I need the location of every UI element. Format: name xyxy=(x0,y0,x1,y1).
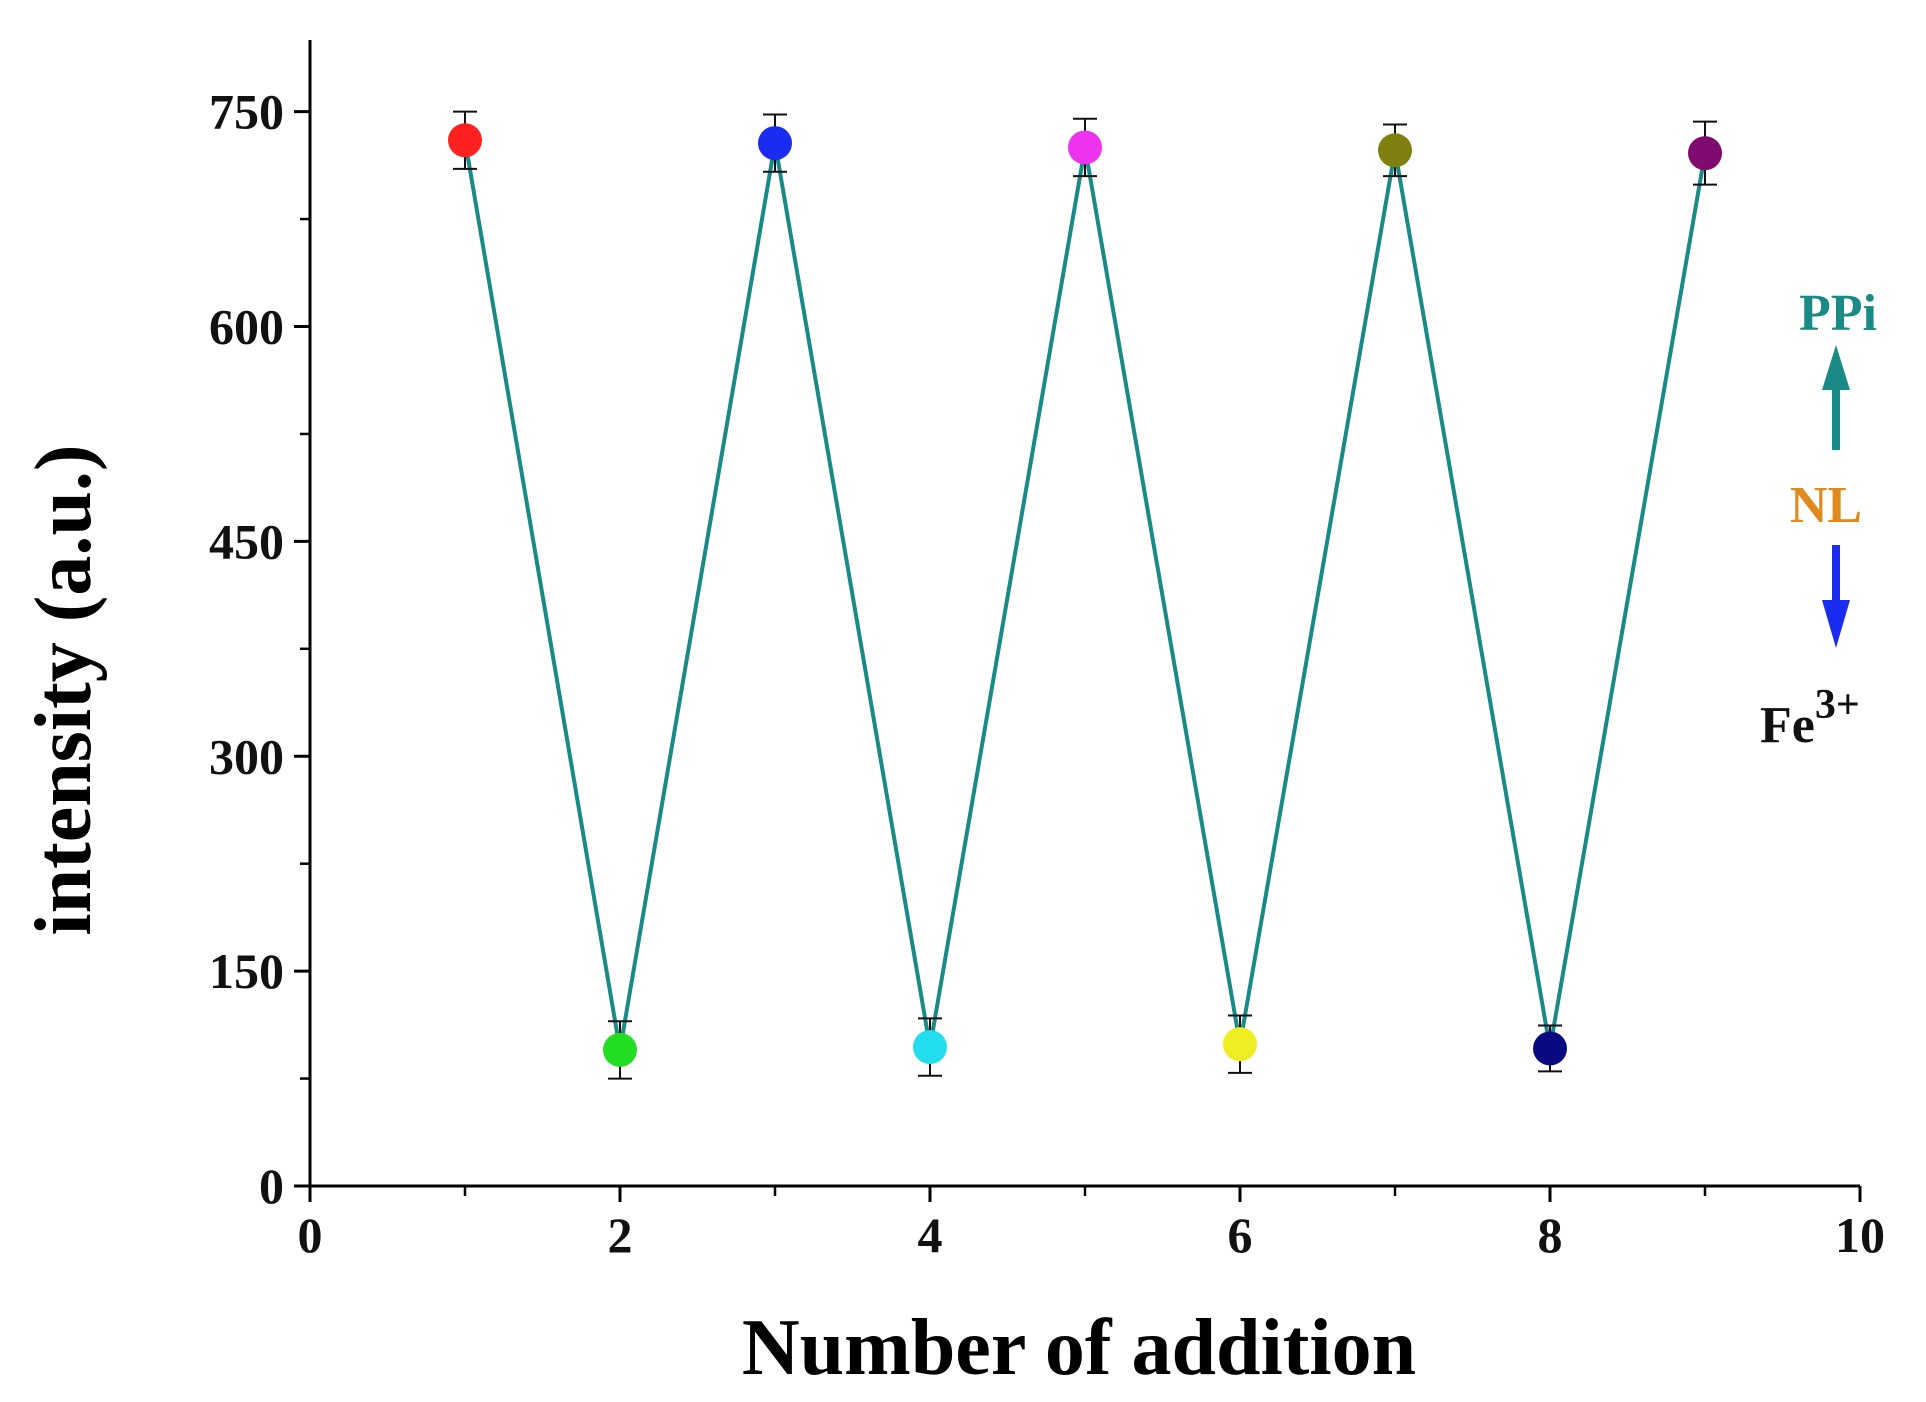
ticks xyxy=(294,110,1862,1202)
x-axis-title: Number of addition xyxy=(742,1304,1416,1392)
axes xyxy=(308,40,1860,1188)
series xyxy=(448,110,1722,1080)
x-tick-label: 10 xyxy=(1835,1207,1885,1263)
x-tick-label: 0 xyxy=(298,1207,323,1263)
y-tick-label: 750 xyxy=(209,84,284,140)
arrow-up-icon xyxy=(1822,345,1850,450)
tick-labels: 0 2 4 6 8 10 0 150 300 450 600 750 xyxy=(209,84,1885,1263)
data-point xyxy=(603,1032,637,1067)
x-tick-label: 4 xyxy=(918,1207,943,1263)
y-tick-label: 300 xyxy=(209,728,284,784)
annotations: PPi NL Fe3+ xyxy=(1760,285,1877,754)
data-point xyxy=(448,123,482,158)
annotation-nl: NL xyxy=(1790,477,1862,534)
annotation-ppi: PPi xyxy=(1799,285,1877,342)
x-tick-label: 8 xyxy=(1538,1207,1563,1263)
y-tick-label: 0 xyxy=(259,1158,284,1214)
annotation-fe-sup: 3+ xyxy=(1815,682,1860,728)
data-point xyxy=(758,126,792,161)
y-tick-label: 450 xyxy=(209,513,284,569)
data-point xyxy=(1688,136,1722,171)
y-tick-label: 150 xyxy=(209,943,284,999)
y-axis-title: intensity (a.u.) xyxy=(20,444,108,935)
annotation-fe-base: Fe xyxy=(1760,697,1815,754)
x-tick-label: 6 xyxy=(1228,1207,1253,1263)
data-point xyxy=(1378,133,1412,168)
data-point xyxy=(1068,130,1102,165)
series-line xyxy=(463,139,1707,1051)
data-point xyxy=(913,1030,947,1065)
annotation-fe: Fe3+ xyxy=(1760,682,1860,754)
arrow-down-icon xyxy=(1822,545,1850,648)
y-tick-label: 600 xyxy=(209,299,284,355)
x-tick-label: 2 xyxy=(608,1207,633,1263)
data-point xyxy=(1223,1027,1257,1062)
data-point xyxy=(1533,1031,1567,1066)
